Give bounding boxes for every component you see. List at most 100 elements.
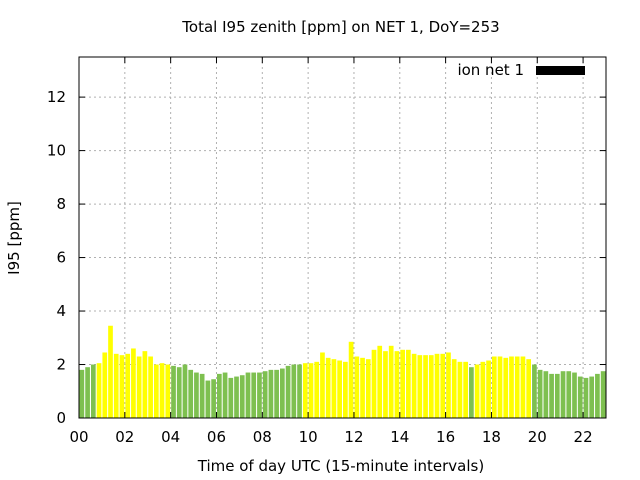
bar (297, 364, 302, 418)
x-tick-label: 16 (436, 428, 455, 446)
y-tick-label: 2 (56, 356, 66, 374)
x-tick-label: 10 (299, 428, 318, 446)
bar (165, 364, 171, 418)
bar (348, 341, 354, 418)
x-tick-label: 22 (574, 428, 593, 446)
x-tick-label: 08 (253, 428, 272, 446)
bar (234, 376, 239, 418)
bar (280, 368, 285, 418)
y-tick-label: 10 (47, 142, 66, 160)
bar (577, 376, 583, 418)
bar (595, 373, 600, 418)
bar (153, 364, 159, 418)
bar (285, 365, 291, 418)
bar (383, 351, 388, 418)
bar (423, 355, 428, 418)
bar (308, 363, 314, 418)
y-axis-label: I95 [ppm] (5, 201, 23, 275)
bar (554, 373, 560, 418)
bar (102, 352, 108, 418)
bar (343, 361, 348, 418)
bar (417, 355, 423, 418)
bar (514, 356, 520, 418)
bar (274, 369, 279, 418)
bar (446, 352, 451, 418)
bar (125, 353, 131, 418)
bar (79, 369, 85, 418)
plot-frame (78, 56, 607, 419)
bar (503, 357, 509, 418)
x-tick-label: 06 (207, 428, 226, 446)
x-tick-label: 04 (161, 428, 180, 446)
bar (543, 371, 549, 418)
bar (394, 351, 400, 418)
bar (457, 361, 463, 418)
bar (463, 361, 469, 418)
bar (365, 359, 371, 418)
bar (257, 372, 262, 418)
bar (148, 356, 153, 418)
bar (371, 349, 377, 418)
bar (572, 372, 577, 418)
bar (411, 353, 417, 418)
bar (497, 356, 503, 418)
bar (182, 364, 188, 418)
bar (320, 352, 325, 418)
bar (159, 363, 165, 418)
bar (108, 325, 113, 418)
axis-ticks (78, 57, 606, 419)
bar (589, 376, 595, 418)
legend: ion net 1 (457, 61, 585, 79)
bar (136, 356, 142, 418)
bar (211, 379, 216, 418)
y-tick-label: 8 (56, 195, 66, 213)
bar (388, 345, 394, 418)
legend-swatch (536, 66, 585, 75)
bar (216, 373, 222, 418)
bar (291, 364, 297, 418)
bar (199, 373, 205, 418)
bar (325, 357, 331, 418)
bar (262, 371, 268, 418)
bar (469, 367, 474, 418)
bar (434, 353, 440, 418)
y-tick-label: 6 (56, 249, 66, 267)
bar (171, 365, 176, 418)
bar (491, 356, 497, 418)
bar (205, 380, 211, 418)
bar (142, 351, 148, 418)
bar (377, 345, 383, 418)
bar (314, 361, 320, 418)
bar (509, 356, 514, 418)
bar (194, 372, 199, 418)
bar (245, 372, 251, 418)
bar (268, 369, 274, 418)
bar (474, 364, 480, 418)
bar (176, 367, 182, 418)
x-tick-label: 12 (344, 428, 363, 446)
bar (406, 349, 411, 418)
grid-lines (79, 57, 606, 418)
bar (188, 369, 194, 418)
bar (302, 363, 308, 418)
bar (486, 360, 491, 418)
bar (85, 367, 90, 418)
bar (228, 377, 234, 418)
bar (113, 353, 119, 418)
y-tick-label: 0 (56, 409, 66, 427)
bar (520, 356, 526, 418)
bar (428, 355, 434, 418)
bar (96, 363, 102, 418)
bar (222, 372, 228, 418)
bar (331, 359, 337, 418)
bar (360, 357, 365, 418)
bar (131, 348, 136, 418)
bar (239, 375, 245, 418)
bar (560, 371, 566, 418)
bar (537, 369, 543, 418)
x-tick-label: 14 (390, 428, 409, 446)
bar (451, 359, 457, 418)
y-tick-label: 4 (56, 302, 66, 320)
bar (480, 361, 486, 418)
